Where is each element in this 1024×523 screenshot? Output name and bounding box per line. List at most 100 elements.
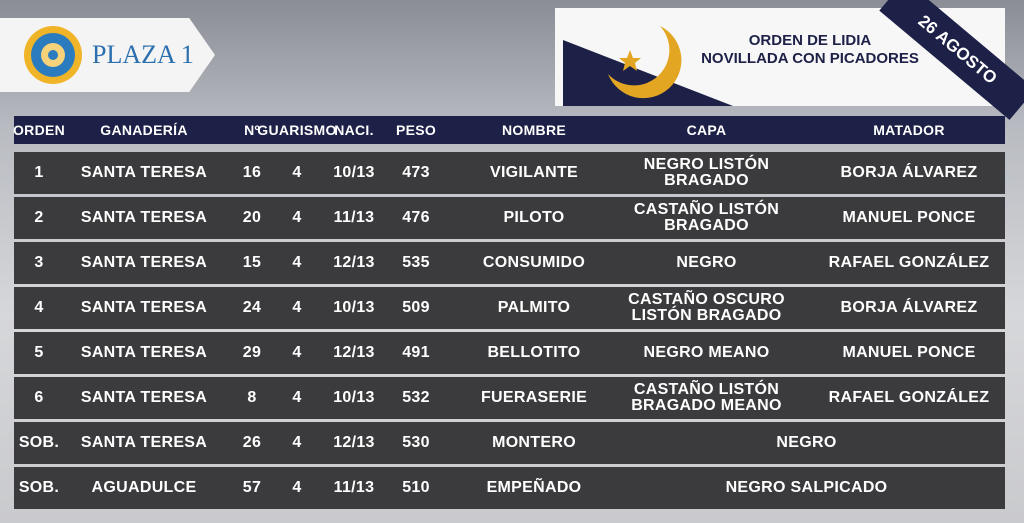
cell: 26 <box>242 434 262 451</box>
cell: 510 <box>402 479 430 496</box>
column-header: MATADOR <box>873 122 945 138</box>
cell: 11/13 <box>333 209 375 226</box>
cell: 4 <box>292 164 302 181</box>
title-line: NOVILLADA CON PICADORES <box>701 50 919 67</box>
cell-line: NEGRO MEANO <box>643 344 770 361</box>
table-row: 3 SANTA TERESA 15 4 12/13 535 CONSUMIDO NEGRO RA… <box>14 242 1005 284</box>
cell: 491 <box>402 344 430 361</box>
cell: 10/13 <box>333 389 375 406</box>
cell-line: BRAGADO <box>664 172 749 189</box>
column-header: PESO <box>395 122 437 138</box>
cell: SANTA TERESA <box>80 209 208 226</box>
cell-line: CASTAÑO LISTÓN <box>633 381 780 398</box>
column-header: NACI. <box>334 122 374 138</box>
cell: 20 <box>242 209 262 226</box>
cell: SOB. <box>18 434 60 451</box>
cell: 29 <box>242 344 262 361</box>
cell: 3 <box>34 254 44 271</box>
title-line: ORDEN DE LIDIA <box>748 32 872 49</box>
cell: 5 <box>34 344 44 361</box>
column-header: Nº <box>244 122 260 138</box>
cell: SANTA TERESA <box>80 254 208 271</box>
cell: CONSUMIDO <box>482 254 586 271</box>
table-row: 6 SANTA TERESA 8 4 10/13 532 FUERASERIE CASTAÑO… <box>14 377 1005 419</box>
cell-line: NEGRO <box>676 254 737 271</box>
cell: EMPEÑADO <box>486 479 582 496</box>
cell: 4 <box>292 344 302 361</box>
cell: NEGRO LISTÓN BRAGADO <box>604 152 809 194</box>
cell: 10/13 <box>333 299 375 316</box>
cell: 4 <box>292 479 302 496</box>
header-row: ORDEN GANADERÍA Nº GUARISMO NACI. PESO NOMBRE C… <box>12 116 1005 144</box>
cell-line: CASTAÑO OSCURO <box>628 291 785 308</box>
cell: 57 <box>242 479 262 496</box>
cell: 8 <box>247 389 257 406</box>
cell: 4 <box>292 254 302 271</box>
table-row: SOB. SANTA TERESA 26 4 12/13 530 MONTERO NEGRO <box>14 422 1005 464</box>
cell: CASTAÑO OSCURO LISTÓN BRAGADO <box>604 287 809 329</box>
cell: 10/13 <box>333 164 375 181</box>
table-row: 2 SANTA TERESA 20 4 11/13 476 PILOTO CASTAÑO LI… <box>14 197 1005 239</box>
cell-line: NEGRO <box>776 434 837 451</box>
venue: PLAZA 1 <box>92 40 194 69</box>
cell: SANTA TERESA <box>80 164 208 181</box>
cell: BORJA ÁLVAREZ <box>840 299 978 316</box>
column-header: GANADERÍA <box>100 122 188 138</box>
cell-line: NEGRO SALPICADO <box>725 479 888 496</box>
cell: 530 <box>402 434 430 451</box>
cell: NEGRO SALPICADO <box>604 467 1009 509</box>
cell: MANUEL PONCE <box>842 344 976 361</box>
cell: AGUADULCE <box>91 479 197 496</box>
cell: 473 <box>402 164 430 181</box>
column-header: GUARISMO <box>257 122 337 138</box>
cell-line: LISTÓN BRAGADO <box>631 307 782 324</box>
cell: 12/13 <box>333 344 375 361</box>
cell: BELLOTITO <box>487 344 581 361</box>
table-row: SOB. AGUADULCE 57 4 11/13 510 EMPEÑADO NEGRO SA… <box>14 467 1005 509</box>
cell: 15 <box>242 254 262 271</box>
cell: MONTERO <box>492 434 576 451</box>
table-row: 4 SANTA TERESA 24 4 10/13 509 PALMITO CASTAÑO O… <box>14 287 1005 329</box>
cell: 4 <box>292 389 302 406</box>
cell: SOB. <box>18 479 60 496</box>
column-header: ORDEN <box>12 122 66 138</box>
column-header: NOMBRE <box>501 122 567 138</box>
table-row: 5 SANTA TERESA 29 4 12/13 491 BELLOTITO NEGRO M… <box>14 332 1005 374</box>
cell: 2 <box>34 209 44 226</box>
cell: MANUEL PONCE <box>842 209 976 226</box>
column-header: CAPA <box>686 122 727 138</box>
cell: FUERASERIE <box>480 389 588 406</box>
cell: 16 <box>242 164 262 181</box>
cell: BORJA ÁLVAREZ <box>840 164 978 181</box>
cell: 4 <box>292 434 302 451</box>
cell: 535 <box>402 254 430 271</box>
cell-line: BRAGADO <box>664 217 749 234</box>
cell: NEGRO MEANO <box>604 332 809 374</box>
cell: 4 <box>292 299 302 316</box>
cell: 12/13 <box>333 254 375 271</box>
cell: SANTA TERESA <box>80 434 208 451</box>
cell: 509 <box>402 299 430 316</box>
cell: SANTA TERESA <box>80 344 208 361</box>
cell: PALMITO <box>497 299 571 316</box>
cell: 24 <box>242 299 262 316</box>
logo-icon <box>24 26 82 84</box>
cell: CASTAÑO LISTÓN BRAGADO <box>604 197 809 239</box>
cell-line: BRAGADO MEANO <box>631 397 782 414</box>
cell: SANTA TERESA <box>80 299 208 316</box>
cell: 476 <box>402 209 430 226</box>
cell: 6 <box>34 389 44 406</box>
moon-icon <box>608 26 682 99</box>
cell: 4 <box>292 209 302 226</box>
cell: NEGRO <box>604 422 1009 464</box>
cell: 12/13 <box>333 434 375 451</box>
cell: 4 <box>34 299 44 316</box>
table-row: 1 SANTA TERESA 16 4 10/13 473 VIGILANTE NEGRO L… <box>14 152 1005 194</box>
title: ORDEN DE LIDIA NOVILLADA CON PICADORES <box>700 32 920 68</box>
cell: NEGRO <box>604 242 809 284</box>
cell: PILOTO <box>503 209 565 226</box>
cell-line: NEGRO LISTÓN <box>643 156 770 173</box>
cell: SANTA TERESA <box>80 389 208 406</box>
cell: RAFAEL GONZÁLEZ <box>828 254 990 271</box>
cell: 11/13 <box>333 479 375 496</box>
